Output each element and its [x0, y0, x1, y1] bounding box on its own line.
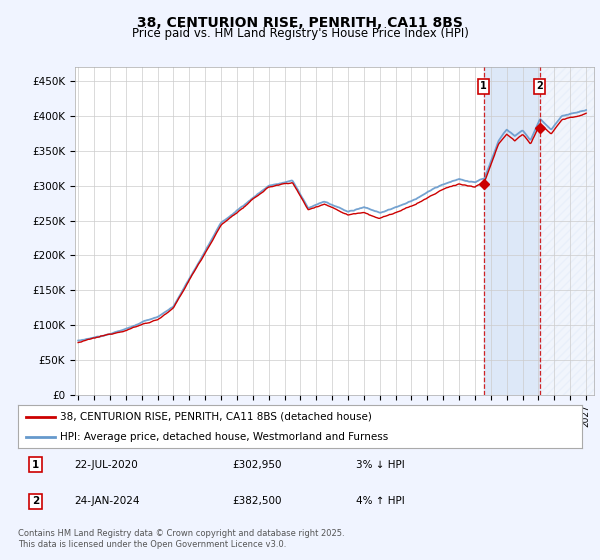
Text: 38, CENTURION RISE, PENRITH, CA11 8BS: 38, CENTURION RISE, PENRITH, CA11 8BS	[137, 16, 463, 30]
Text: 24-JAN-2024: 24-JAN-2024	[74, 496, 140, 506]
Text: 3% ↓ HPI: 3% ↓ HPI	[356, 460, 405, 470]
Text: 1: 1	[481, 81, 487, 91]
Text: Contains HM Land Registry data © Crown copyright and database right 2025.
This d: Contains HM Land Registry data © Crown c…	[18, 529, 344, 549]
Text: 2: 2	[536, 81, 543, 91]
Bar	[484, 67, 539, 395]
Text: Price paid vs. HM Land Registry's House Price Index (HPI): Price paid vs. HM Land Registry's House …	[131, 27, 469, 40]
Text: 1: 1	[32, 460, 40, 470]
Text: 4% ↑ HPI: 4% ↑ HPI	[356, 496, 405, 506]
Text: 2: 2	[32, 496, 40, 506]
Text: 38, CENTURION RISE, PENRITH, CA11 8BS (detached house): 38, CENTURION RISE, PENRITH, CA11 8BS (d…	[60, 412, 372, 422]
Bar	[539, 67, 594, 395]
Text: £382,500: £382,500	[232, 496, 282, 506]
Text: 22-JUL-2020: 22-JUL-2020	[74, 460, 138, 470]
Text: HPI: Average price, detached house, Westmorland and Furness: HPI: Average price, detached house, West…	[60, 432, 389, 441]
Text: £302,950: £302,950	[232, 460, 282, 470]
